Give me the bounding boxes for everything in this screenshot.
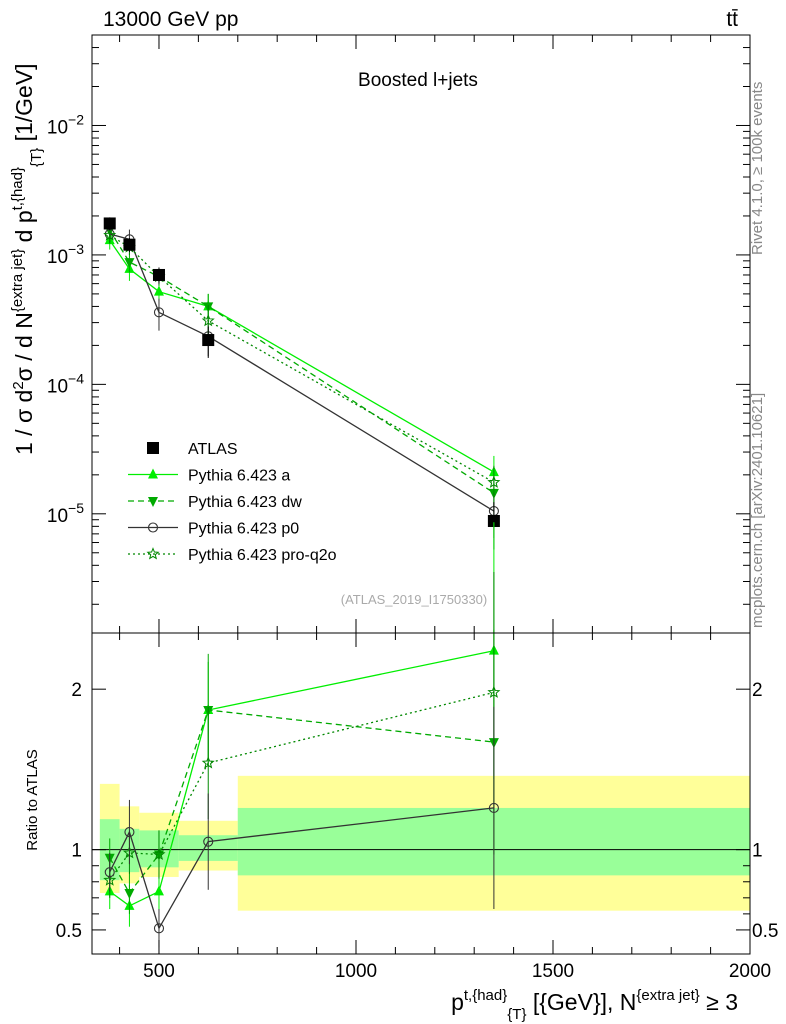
data-point — [202, 334, 215, 347]
y-tick-label: 10−4 — [47, 370, 84, 397]
process-label: tt̄ — [726, 8, 738, 31]
ratio-point — [153, 923, 165, 934]
x-tick-label: 1000 — [335, 961, 377, 982]
legend-label: Pythia 6.423 dw — [188, 494, 302, 511]
energy-label: 13000 GeV pp — [103, 8, 238, 31]
y-tick-label: 10−3 — [47, 241, 84, 268]
data-point — [201, 313, 215, 327]
main-y-axis-label: 1 / σ d2σ / d N{extra jet} d pt,{had}{T}… — [9, 63, 45, 455]
legend-marker — [148, 497, 158, 507]
y-tick-label: 10−5 — [47, 500, 84, 527]
series-line — [109, 229, 495, 494]
legend-item-pythia-6-423-p0: Pythia 6.423 p0 — [128, 521, 299, 538]
ratio-point — [104, 867, 115, 878]
ratio-y-tick-label-right: 0.5 — [752, 921, 778, 942]
ratio-y-axis-label: Ratio to ATLAS — [24, 749, 41, 850]
series-line — [109, 233, 495, 512]
data-point — [103, 217, 116, 230]
x-tick-label: 500 — [143, 961, 175, 982]
series-atlas — [103, 217, 500, 550]
x-axis-label: pt,{had}{T} [{GeV}], N{extra jet} ≥ 3 — [451, 987, 738, 1023]
data-point — [487, 514, 500, 527]
legend-label: ATLAS — [188, 441, 238, 458]
legend-label: Pythia 6.423 p0 — [188, 521, 299, 538]
ratio-y-tick-label: 1 — [71, 841, 82, 862]
data-point — [103, 228, 117, 241]
ratio-y-tick-label: 2 — [71, 680, 82, 701]
series-pythia-6-423-dw — [104, 223, 499, 517]
ratio-point — [153, 885, 164, 896]
source-label: mcplots.cern.ch [arXiv:2401.10621] — [749, 393, 766, 628]
legend-item-pythia-6-423-a: Pythia 6.423 a — [128, 468, 290, 485]
ratio-line — [109, 691, 495, 881]
rivet-version-label: Rivet 4.1.0, ≥ 100k events — [749, 82, 766, 255]
legend-item-pythia-6-423-pro-q2o: Pythia 6.423 pro-q2o — [128, 547, 337, 564]
legend-marker — [147, 442, 159, 454]
y-tick-label: 10−2 — [47, 111, 84, 138]
data-point — [487, 475, 501, 488]
x-tick-label: 2000 — [729, 961, 771, 982]
data-point — [124, 258, 135, 269]
data-point — [153, 307, 165, 318]
main-plot-panel: 10−5 10−4 10−3 10−2 Boosted l+jets (ATLAS_2… — [9, 34, 751, 634]
ratio-point — [124, 889, 135, 900]
legend-marker — [147, 522, 159, 533]
ratio-y-tick-label: 0.5 — [56, 921, 82, 942]
ratio-y-tick-label-right: 2 — [752, 680, 763, 701]
ratio-point — [201, 756, 215, 769]
main-plot-frame — [91, 34, 751, 634]
legend: ATLAS Pythia 6.423 a Pythia 6.423 dw Pythia… — [128, 441, 337, 564]
data-point — [153, 285, 164, 296]
ratio-point — [124, 826, 135, 838]
ratio-point — [203, 836, 214, 847]
ratio-point — [488, 802, 499, 813]
analysis-id: (ATLAS_2019_I1750330) — [341, 592, 487, 607]
plot-title: Boosted l+jets — [358, 70, 478, 91]
legend-item-pythia-6-423-dw: Pythia 6.423 dw — [128, 494, 302, 511]
ratio-plot-panel: 0.5 0.5 1 1 2 2 500 1000 1500 2000 Ratio to ATLAS… — [24, 522, 778, 1023]
series-line — [109, 234, 495, 483]
series-line — [109, 239, 495, 473]
ratio-point — [152, 847, 166, 861]
legend-marker — [146, 547, 160, 560]
ratio-plot-frame — [91, 632, 751, 955]
data-point — [123, 238, 136, 251]
legend-label: Pythia 6.423 a — [188, 468, 290, 485]
legend-label: Pythia 6.423 pro-q2o — [188, 547, 337, 564]
legend-item-atlas: ATLAS — [147, 441, 238, 458]
x-tick-label: 1500 — [532, 961, 574, 982]
ratio-point — [487, 685, 501, 698]
data-point — [152, 268, 165, 281]
legend-marker — [148, 468, 158, 479]
ratio-y-tick-label-right: 1 — [752, 841, 763, 862]
